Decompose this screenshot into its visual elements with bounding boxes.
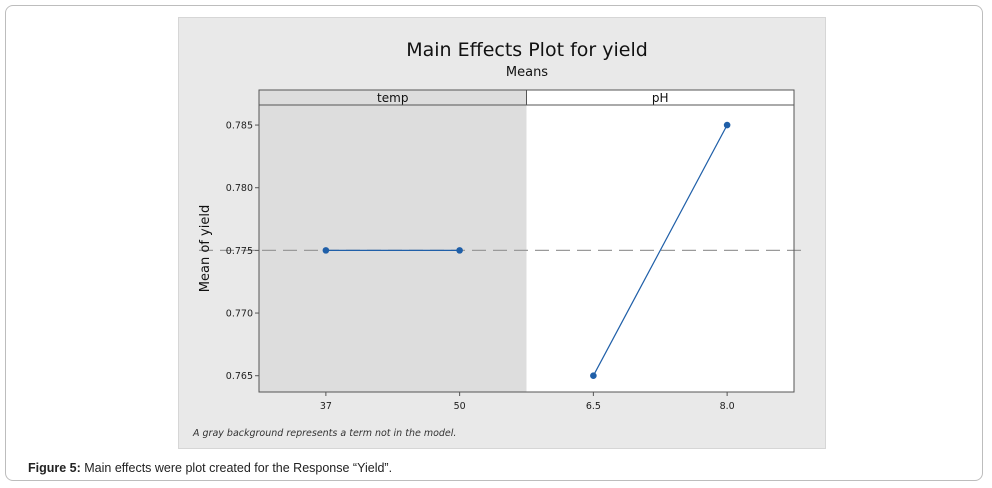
data-point-pH-8.0 xyxy=(723,121,731,129)
figure-frame: Main Effects Plot for yield Means temp pH 37… xyxy=(5,5,983,481)
y-tick-label: 0.765 xyxy=(226,371,253,382)
y-tick-label: 0.775 xyxy=(226,246,253,257)
panel-background-temp xyxy=(259,105,527,392)
x-tick-label: 50 xyxy=(454,401,466,412)
data-point-pH-6.5 xyxy=(590,372,597,380)
chart-footnote: A gray background represents a term not … xyxy=(192,428,456,439)
x-tick-label: 8.0 xyxy=(720,401,735,412)
plot-border xyxy=(258,89,795,393)
main-effects-chart: Main Effects Plot for yield Means temp pH 37… xyxy=(192,39,807,439)
data-point-temp-50 xyxy=(456,247,463,254)
panel-label-temp: temp xyxy=(377,91,408,105)
series-line-pH xyxy=(592,124,728,376)
y-tick-label: 0.780 xyxy=(226,183,253,194)
x-tick-label: 37 xyxy=(320,401,332,412)
panel-label-pH: pH xyxy=(652,91,669,105)
caption-label: Figure 5: xyxy=(28,461,81,475)
chart-subtitle: Means xyxy=(506,65,548,80)
panel-background-pH xyxy=(526,105,794,392)
caption-text: Main effects were plot created for the R… xyxy=(80,461,393,475)
y-tick-label: 0.785 xyxy=(226,121,253,132)
chart-panel: Main Effects Plot for yield Means temp pH 37… xyxy=(178,17,826,449)
y-axis-label: Mean of yield xyxy=(198,205,213,292)
chart-title: Main Effects Plot for yield xyxy=(406,39,648,61)
y-tick-label: 0.770 xyxy=(226,309,253,320)
x-tick-label: 6.5 xyxy=(586,401,601,412)
data-point-temp-37 xyxy=(322,247,330,254)
figure-caption: Figure 5: Main effects were plot created… xyxy=(28,461,392,475)
